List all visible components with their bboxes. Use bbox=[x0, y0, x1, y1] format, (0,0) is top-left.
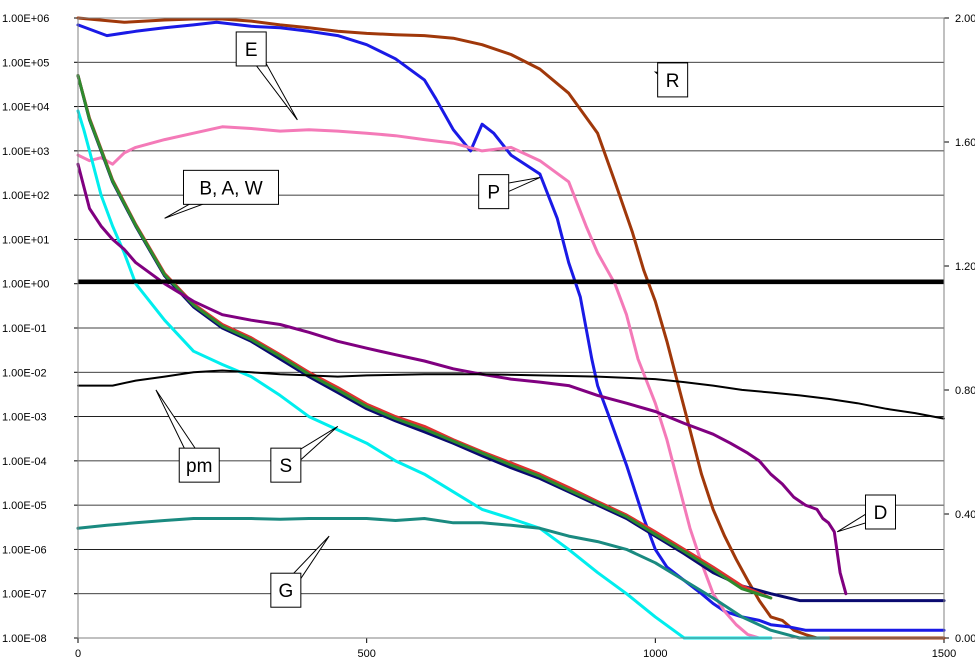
callout-box bbox=[235, 31, 267, 67]
y-tick-label: 1.00E-06 bbox=[2, 544, 47, 556]
x-tick-label: 1000 bbox=[643, 648, 667, 660]
y-tick-label: 1.00E-08 bbox=[2, 633, 47, 645]
callout-label: D bbox=[874, 503, 888, 524]
callout-box bbox=[270, 572, 302, 608]
y2-tick-label: 2.00 bbox=[955, 13, 975, 25]
y-tick-label: 1.00E-07 bbox=[2, 589, 47, 601]
callout-p: P bbox=[478, 174, 541, 210]
series-line-w bbox=[76, 74, 773, 600]
y-tick-label: 1.00E-05 bbox=[2, 500, 47, 512]
callout-g: G bbox=[270, 535, 330, 608]
callout-s: S bbox=[270, 425, 339, 483]
callout-r: R bbox=[653, 62, 689, 98]
x-tick-label: 500 bbox=[357, 648, 375, 660]
callout-box bbox=[478, 174, 510, 210]
y2-axis-labels: 2.00 1.60 1.20 0.80 0.40 0.00 bbox=[955, 13, 975, 645]
y-tick-label: 1.00E+06 bbox=[2, 13, 49, 25]
y2-tick-label: 0.00 bbox=[955, 633, 975, 645]
callout-label: G bbox=[278, 581, 293, 602]
callout-box bbox=[657, 62, 689, 98]
y-tick-label: 1.00E+04 bbox=[2, 102, 49, 114]
gridlines bbox=[74, 17, 949, 643]
x-tick-label: 1500 bbox=[932, 648, 956, 660]
series-line-pm bbox=[77, 369, 945, 420]
y2-tick-label: 0.80 bbox=[955, 385, 975, 397]
plot-frame bbox=[77, 17, 945, 639]
y-tick-label: 1.00E+01 bbox=[2, 234, 49, 246]
y-tick-label: 1.00E+03 bbox=[2, 146, 49, 158]
y-axis-labels: 1.00E+06 1.00E+05 1.00E+04 1.00E+03 1.00E+02… bbox=[2, 13, 49, 645]
y2-tick-label: 1.20 bbox=[955, 261, 975, 273]
callout-pm: pm bbox=[155, 389, 220, 483]
y-tick-label: 1.00E+05 bbox=[2, 57, 49, 69]
callout-baw: B, A, W bbox=[164, 169, 279, 219]
callout-box bbox=[270, 447, 302, 483]
callout-box bbox=[178, 447, 220, 483]
callout-label: pm bbox=[186, 456, 212, 477]
y-tick-label: 1.00E-03 bbox=[2, 412, 47, 424]
series-line-g bbox=[76, 517, 830, 640]
callout-label: B, A, W bbox=[199, 178, 262, 199]
callout-d: D bbox=[836, 494, 896, 533]
y-tick-label: 1.00E-01 bbox=[2, 323, 47, 335]
y-tick-label: 1.00E+00 bbox=[2, 279, 49, 291]
series-line-d bbox=[76, 162, 848, 596]
callout-label: P bbox=[487, 183, 500, 204]
callout-label: E bbox=[245, 40, 258, 61]
y2-tick-label: 0.40 bbox=[955, 509, 975, 521]
callout-box bbox=[182, 169, 279, 205]
y2-tick-label: 1.60 bbox=[955, 137, 975, 149]
x-axis-labels: 0 500 1000 1500 bbox=[75, 648, 956, 660]
callout-box bbox=[864, 494, 896, 530]
y-tick-label: 1.00E-04 bbox=[2, 456, 47, 468]
callout-e: E bbox=[235, 31, 298, 121]
x-tick-label: 0 bbox=[75, 648, 81, 660]
series-group bbox=[76, 16, 946, 640]
y-tick-label: 1.00E-02 bbox=[2, 367, 47, 379]
y-tick-label: 1.00E+02 bbox=[2, 190, 49, 202]
callouts: R E P B, A, W pm S G D bbox=[155, 31, 896, 608]
callout-label: R bbox=[666, 71, 680, 92]
series-line-s bbox=[76, 109, 773, 640]
callout-label: S bbox=[279, 456, 292, 477]
